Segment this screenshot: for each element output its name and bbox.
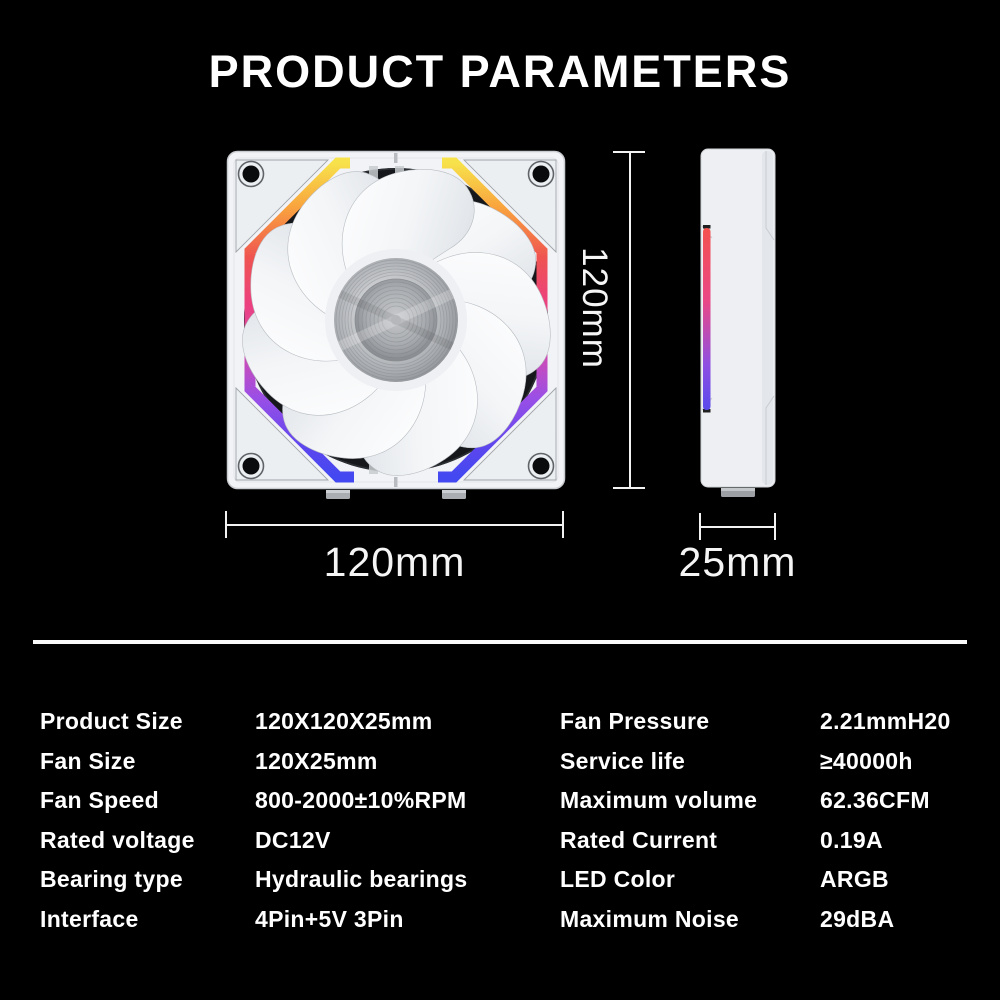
height-dimension-label: 120mm [575, 247, 614, 369]
height-dimension-line [629, 152, 631, 488]
spec-value: 4Pin+5V 3Pin [255, 905, 404, 932]
spec-label: Service life [560, 747, 686, 774]
fan-hub [325, 249, 467, 391]
width-dimension-cap-left [225, 511, 227, 538]
height-dimension-cap-top [613, 151, 645, 153]
frame-seam-top [394, 153, 398, 163]
spec-label: Maximum volume [560, 787, 758, 814]
strip-cap-bottom [703, 409, 711, 413]
spec-label: LED Color [560, 866, 676, 893]
spec-value: 800-2000±10%RPM [255, 787, 467, 814]
side-foot [721, 488, 755, 497]
spec-label: Product Size [40, 708, 183, 735]
spec-table: Product Size 120X120X25mm Fan Pressure 2… [40, 702, 970, 939]
width-dimension-label: 120mm [323, 539, 466, 585]
spec-value: ARGB [820, 866, 889, 893]
fan-side-view [700, 148, 776, 497]
page-title: PRODUCT PARAMETERS [208, 46, 792, 97]
side-body [700, 148, 776, 488]
depth-dimension-label: 25mm [678, 539, 797, 585]
spec-label: Fan Size [40, 747, 136, 774]
spec-value: 2.21mmH20 [820, 708, 951, 735]
fan-front-view [226, 150, 566, 499]
spec-label: Fan Pressure [560, 708, 710, 735]
spec-value: 62.36CFM [820, 787, 930, 814]
height-dimension-cap-bottom [613, 487, 645, 489]
depth-dimension-line [700, 526, 775, 528]
spec-value: DC12V [255, 826, 331, 853]
depth-dimension-cap-left [699, 513, 701, 540]
screw-holes [237, 160, 555, 480]
spec-value: 29dBA [820, 905, 895, 932]
spec-value: 120X120X25mm [255, 708, 433, 735]
spec-value: 120X25mm [255, 747, 378, 774]
frame-seam-bottom [394, 477, 398, 487]
strip-cap-top [703, 225, 711, 229]
spec-label: Rated voltage [40, 826, 195, 853]
spec-label: Interface [40, 905, 139, 932]
spec-label: Bearing type [40, 866, 183, 893]
argb-side-strip [703, 228, 711, 410]
fan-blades [242, 169, 551, 476]
width-dimension-cap-right [562, 511, 564, 538]
spec-value: Hydraulic bearings [255, 866, 468, 893]
spec-value: ≥40000h [820, 747, 913, 774]
spec-value: 0.19A [820, 826, 883, 853]
width-dimension-line [226, 524, 563, 526]
section-divider [33, 640, 967, 644]
fan-feet [326, 490, 466, 499]
spec-label: Rated Current [560, 826, 718, 853]
depth-dimension-cap-right [774, 513, 776, 540]
spec-label: Maximum Noise [560, 905, 740, 932]
side-shading [762, 151, 773, 485]
spec-label: Fan Speed [40, 787, 160, 814]
